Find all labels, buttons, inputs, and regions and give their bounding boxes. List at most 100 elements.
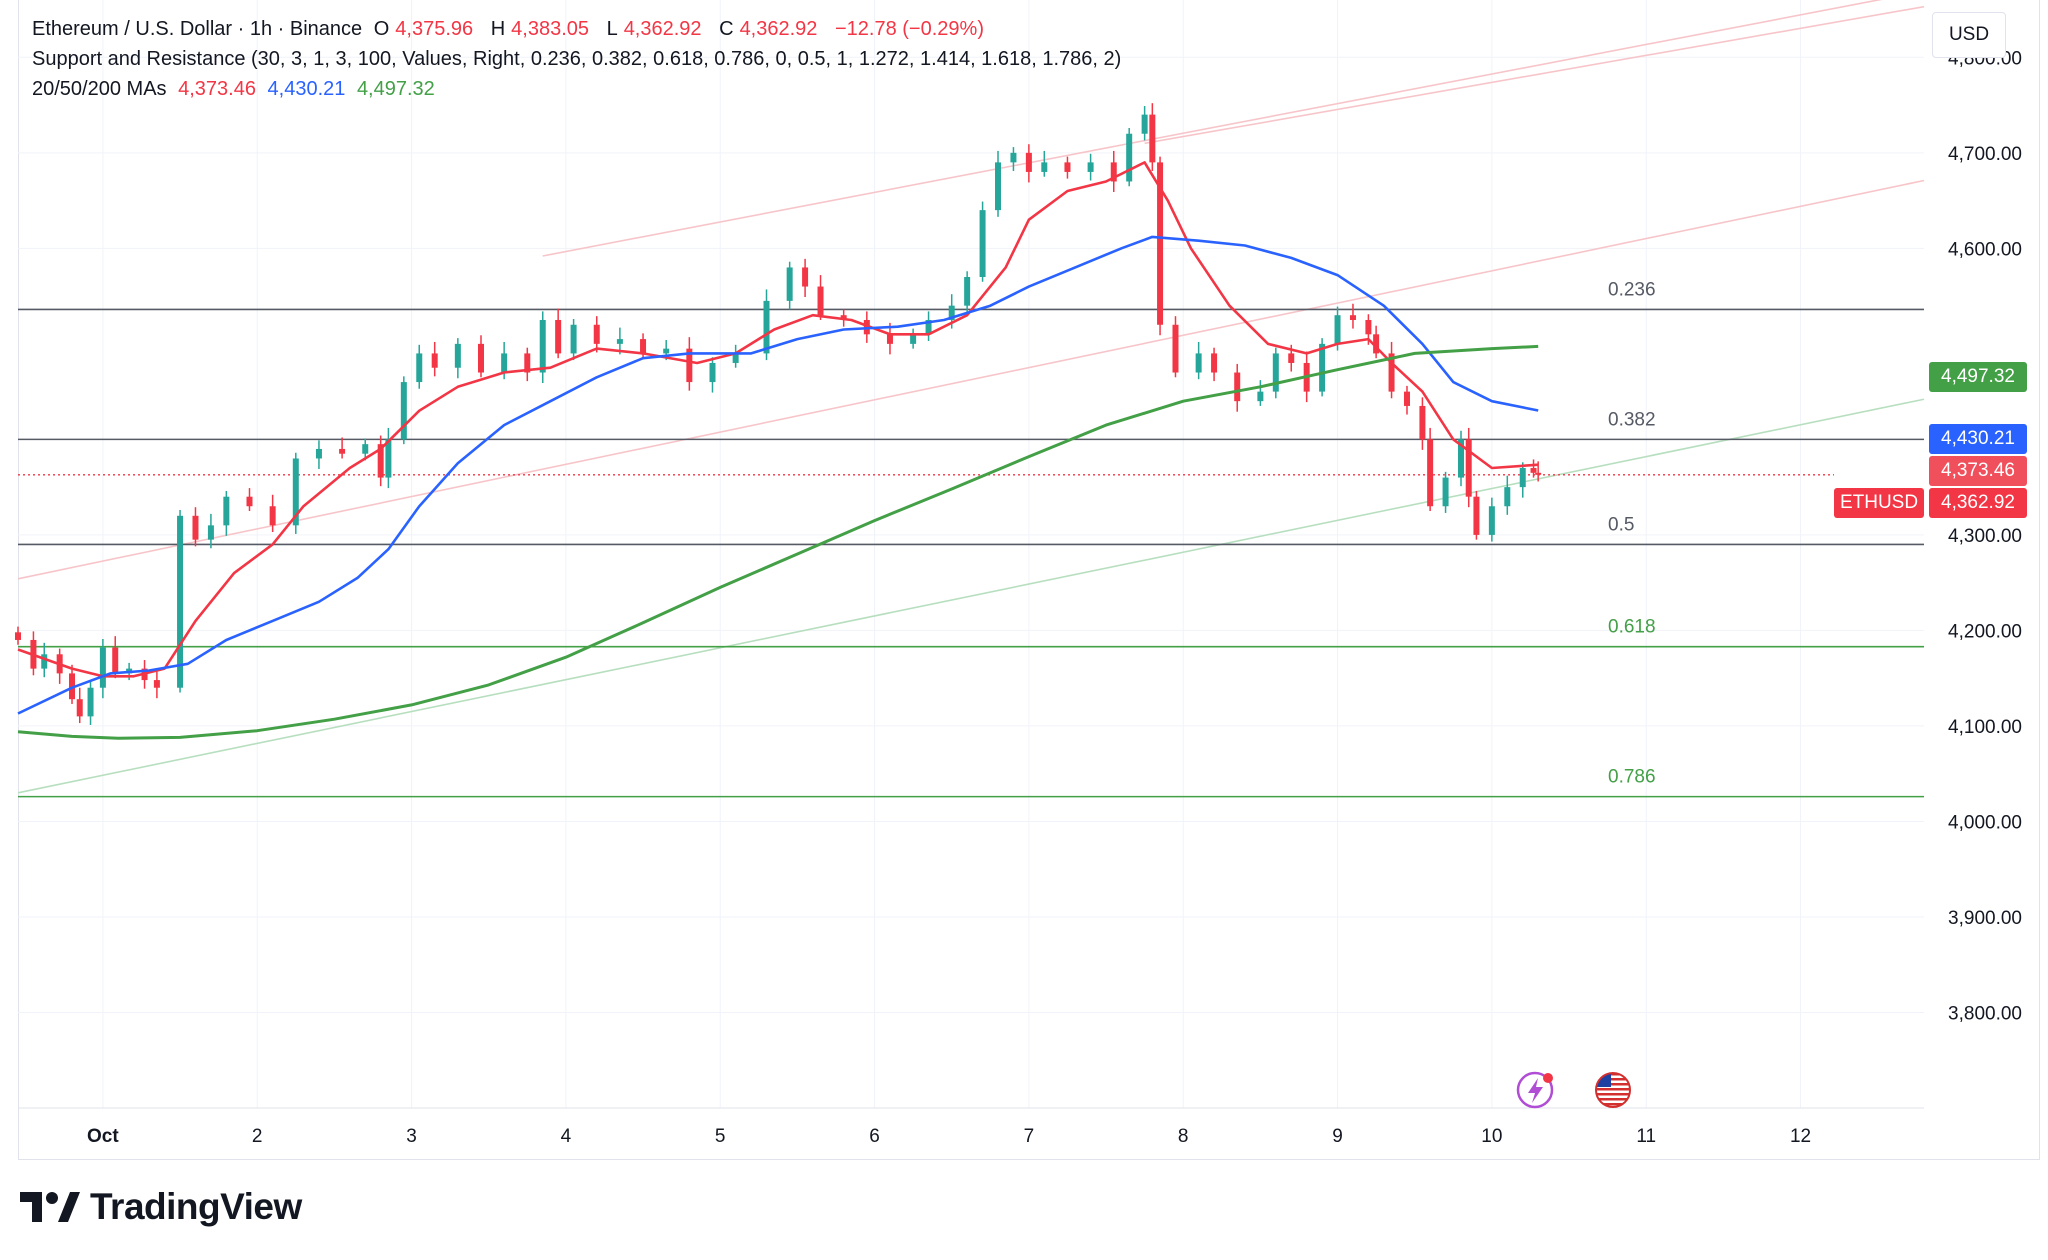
fib-level-label: 0.786 — [1608, 767, 1656, 788]
candle-body — [400, 382, 407, 440]
y-axis-tick-label: 4,700.00 — [1948, 144, 2022, 165]
candle-body — [69, 673, 76, 700]
tradingview-brand-name: TradingView — [90, 1186, 302, 1227]
candle-body — [362, 444, 369, 454]
candle-body — [1349, 315, 1356, 320]
y-axis-tick-label: 4,300.00 — [1948, 526, 2022, 547]
candle-body — [1087, 162, 1094, 172]
symbol-tag-badge: ETHUSD — [1834, 488, 1924, 518]
low-label: L — [606, 18, 618, 40]
candle-body — [1488, 506, 1495, 535]
candle-body — [886, 334, 893, 344]
candle-body — [1149, 114, 1156, 163]
candle-body — [539, 319, 546, 373]
candle-body — [339, 448, 346, 454]
x-axis-tick-label: 8 — [1178, 1126, 1189, 1147]
candle-body — [223, 496, 230, 526]
channel-line — [17, 398, 1925, 794]
fib-level-label: 0.5 — [1608, 514, 1634, 535]
candle-body — [431, 353, 438, 368]
candle-body — [1211, 353, 1218, 373]
candle-body — [555, 319, 562, 354]
last-price-badge: 4,362.92 — [1929, 488, 2027, 518]
candle-body — [1025, 152, 1032, 172]
candle-body — [663, 348, 670, 354]
candle-body — [1365, 319, 1372, 335]
candle-body — [1465, 439, 1472, 497]
candle-body — [1535, 472, 1542, 475]
candle-body — [1388, 353, 1395, 392]
candle-body — [385, 439, 392, 478]
candle-body — [593, 324, 600, 344]
close-label: C — [719, 18, 734, 40]
candle-body — [1064, 162, 1071, 172]
candle-body — [246, 496, 253, 507]
candle-body — [1041, 162, 1048, 172]
currency-button[interactable]: USD — [1932, 12, 2006, 58]
x-axis-tick-label: 9 — [1332, 1126, 1343, 1147]
candle-body — [570, 324, 577, 354]
candle-body — [840, 315, 847, 320]
ma-line-200ma — [17, 344, 1539, 740]
price-chart[interactable]: 0.2360.3820.50.6180.7864,800.004,700.004… — [0, 0, 2048, 1170]
candle-body — [99, 647, 106, 688]
candle-body — [1419, 405, 1426, 440]
candle-body — [964, 277, 971, 306]
candle-body — [292, 458, 299, 526]
candle-body — [995, 162, 1002, 211]
candle-body — [1288, 353, 1295, 363]
candle-body — [1272, 353, 1279, 392]
candle-body — [948, 305, 955, 320]
candle-body — [1195, 353, 1202, 373]
x-axis-tick-label: 4 — [561, 1126, 572, 1147]
us-flag-icon[interactable] — [1593, 1070, 1633, 1110]
low-value: 4,362.92 — [623, 18, 702, 40]
close-value: 4,362.92 — [739, 18, 818, 40]
fib-level-label: 0.382 — [1608, 409, 1656, 430]
candle-body — [315, 448, 322, 459]
ma20-value: 4,373.46 — [178, 78, 256, 100]
candle-body — [1473, 496, 1480, 535]
tradingview-logo-icon — [20, 1192, 80, 1222]
candle-body — [112, 647, 119, 674]
symbol-title: Ethereum / U.S. Dollar · 1h · Binance — [32, 18, 363, 40]
x-axis-tick-label: 11 — [1636, 1126, 1656, 1147]
lightning-icon[interactable] — [1516, 1071, 1554, 1109]
y-axis-tick-label: 3,800.00 — [1948, 1003, 2022, 1024]
candle-body — [979, 210, 986, 277]
candle-body — [1141, 114, 1148, 134]
channel-line — [17, 179, 1925, 580]
x-axis-tick-label: 12 — [1790, 1126, 1811, 1147]
candle-body — [1427, 439, 1434, 507]
candle-body — [1403, 391, 1410, 406]
candle-body — [153, 680, 160, 688]
candle-body — [709, 362, 716, 383]
ma-line-50ma — [17, 235, 1539, 715]
candle-body — [1373, 334, 1380, 354]
tradingview-logo[interactable]: TradingView — [20, 1186, 302, 1228]
candle-body — [41, 654, 48, 669]
candle-body — [1442, 477, 1449, 507]
x-axis-tick-label: 7 — [1024, 1126, 1035, 1147]
candle-body — [1530, 468, 1537, 473]
candle-body — [802, 267, 809, 287]
y-axis-tick-label: 4,000.00 — [1948, 812, 2022, 833]
indicator-legend[interactable]: Support and Resistance (30, 3, 1, 3, 100… — [32, 48, 1127, 71]
fib-level-label: 0.236 — [1608, 279, 1656, 300]
fib-level-label: 0.618 — [1608, 617, 1656, 638]
high-value: 4,383.05 — [511, 18, 589, 40]
open-label: O — [373, 18, 390, 40]
candle-body — [177, 515, 184, 688]
ma-legend[interactable]: 20/50/200 MAs 4,373.46 4,430.21 4,497.32 — [32, 78, 441, 101]
candle-body — [76, 699, 83, 717]
ma50-value: 4,430.21 — [267, 78, 346, 100]
chart-frame[interactable] — [18, 0, 2040, 1160]
candle-body — [686, 348, 693, 383]
candle-body — [616, 339, 623, 344]
candle-body — [192, 515, 199, 540]
candle-body — [477, 343, 484, 373]
candle-body — [416, 353, 423, 383]
indicator-title: Support and Resistance (30, 3, 1, 3, 100… — [32, 48, 1122, 70]
x-axis-tick-label: Oct — [87, 1126, 119, 1147]
x-axis-tick-label: 3 — [406, 1126, 417, 1147]
